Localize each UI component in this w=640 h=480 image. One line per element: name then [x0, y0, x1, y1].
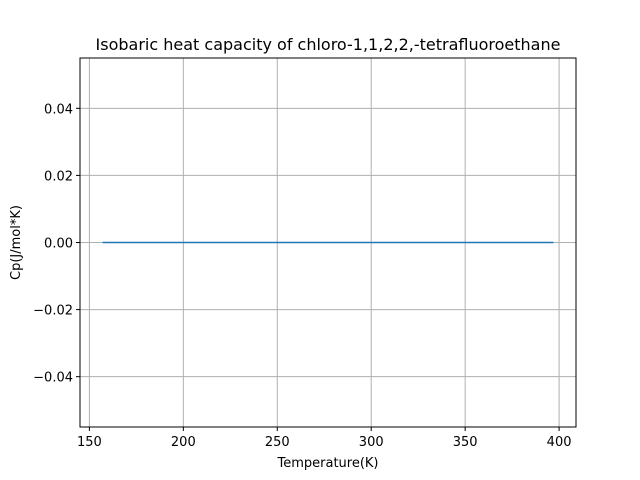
y-tick-label: −0.02 — [33, 304, 73, 319]
x-tick-label: 150 — [77, 435, 102, 450]
y-tick-label: −0.04 — [33, 371, 73, 386]
y-tick-label: 0.04 — [44, 102, 73, 117]
y-axis-label: Cp(J/mol*K) — [9, 205, 24, 280]
x-tick-label: 400 — [547, 435, 572, 450]
x-axis-ticks: 150 200 250 300 350 400 — [77, 427, 572, 450]
y-tick-label: 0.00 — [44, 237, 73, 252]
y-tick-label: 0.02 — [44, 169, 73, 184]
x-tick-label: 300 — [359, 435, 384, 450]
y-axis-ticks: −0.04 −0.02 0.00 0.02 0.04 — [33, 102, 80, 386]
chart-title: Isobaric heat capacity of chloro-1,1,2,2… — [96, 35, 561, 54]
x-tick-label: 200 — [171, 435, 196, 450]
x-tick-label: 250 — [265, 435, 290, 450]
x-axis-label: Temperature(K) — [276, 456, 378, 471]
x-tick-label: 350 — [453, 435, 478, 450]
